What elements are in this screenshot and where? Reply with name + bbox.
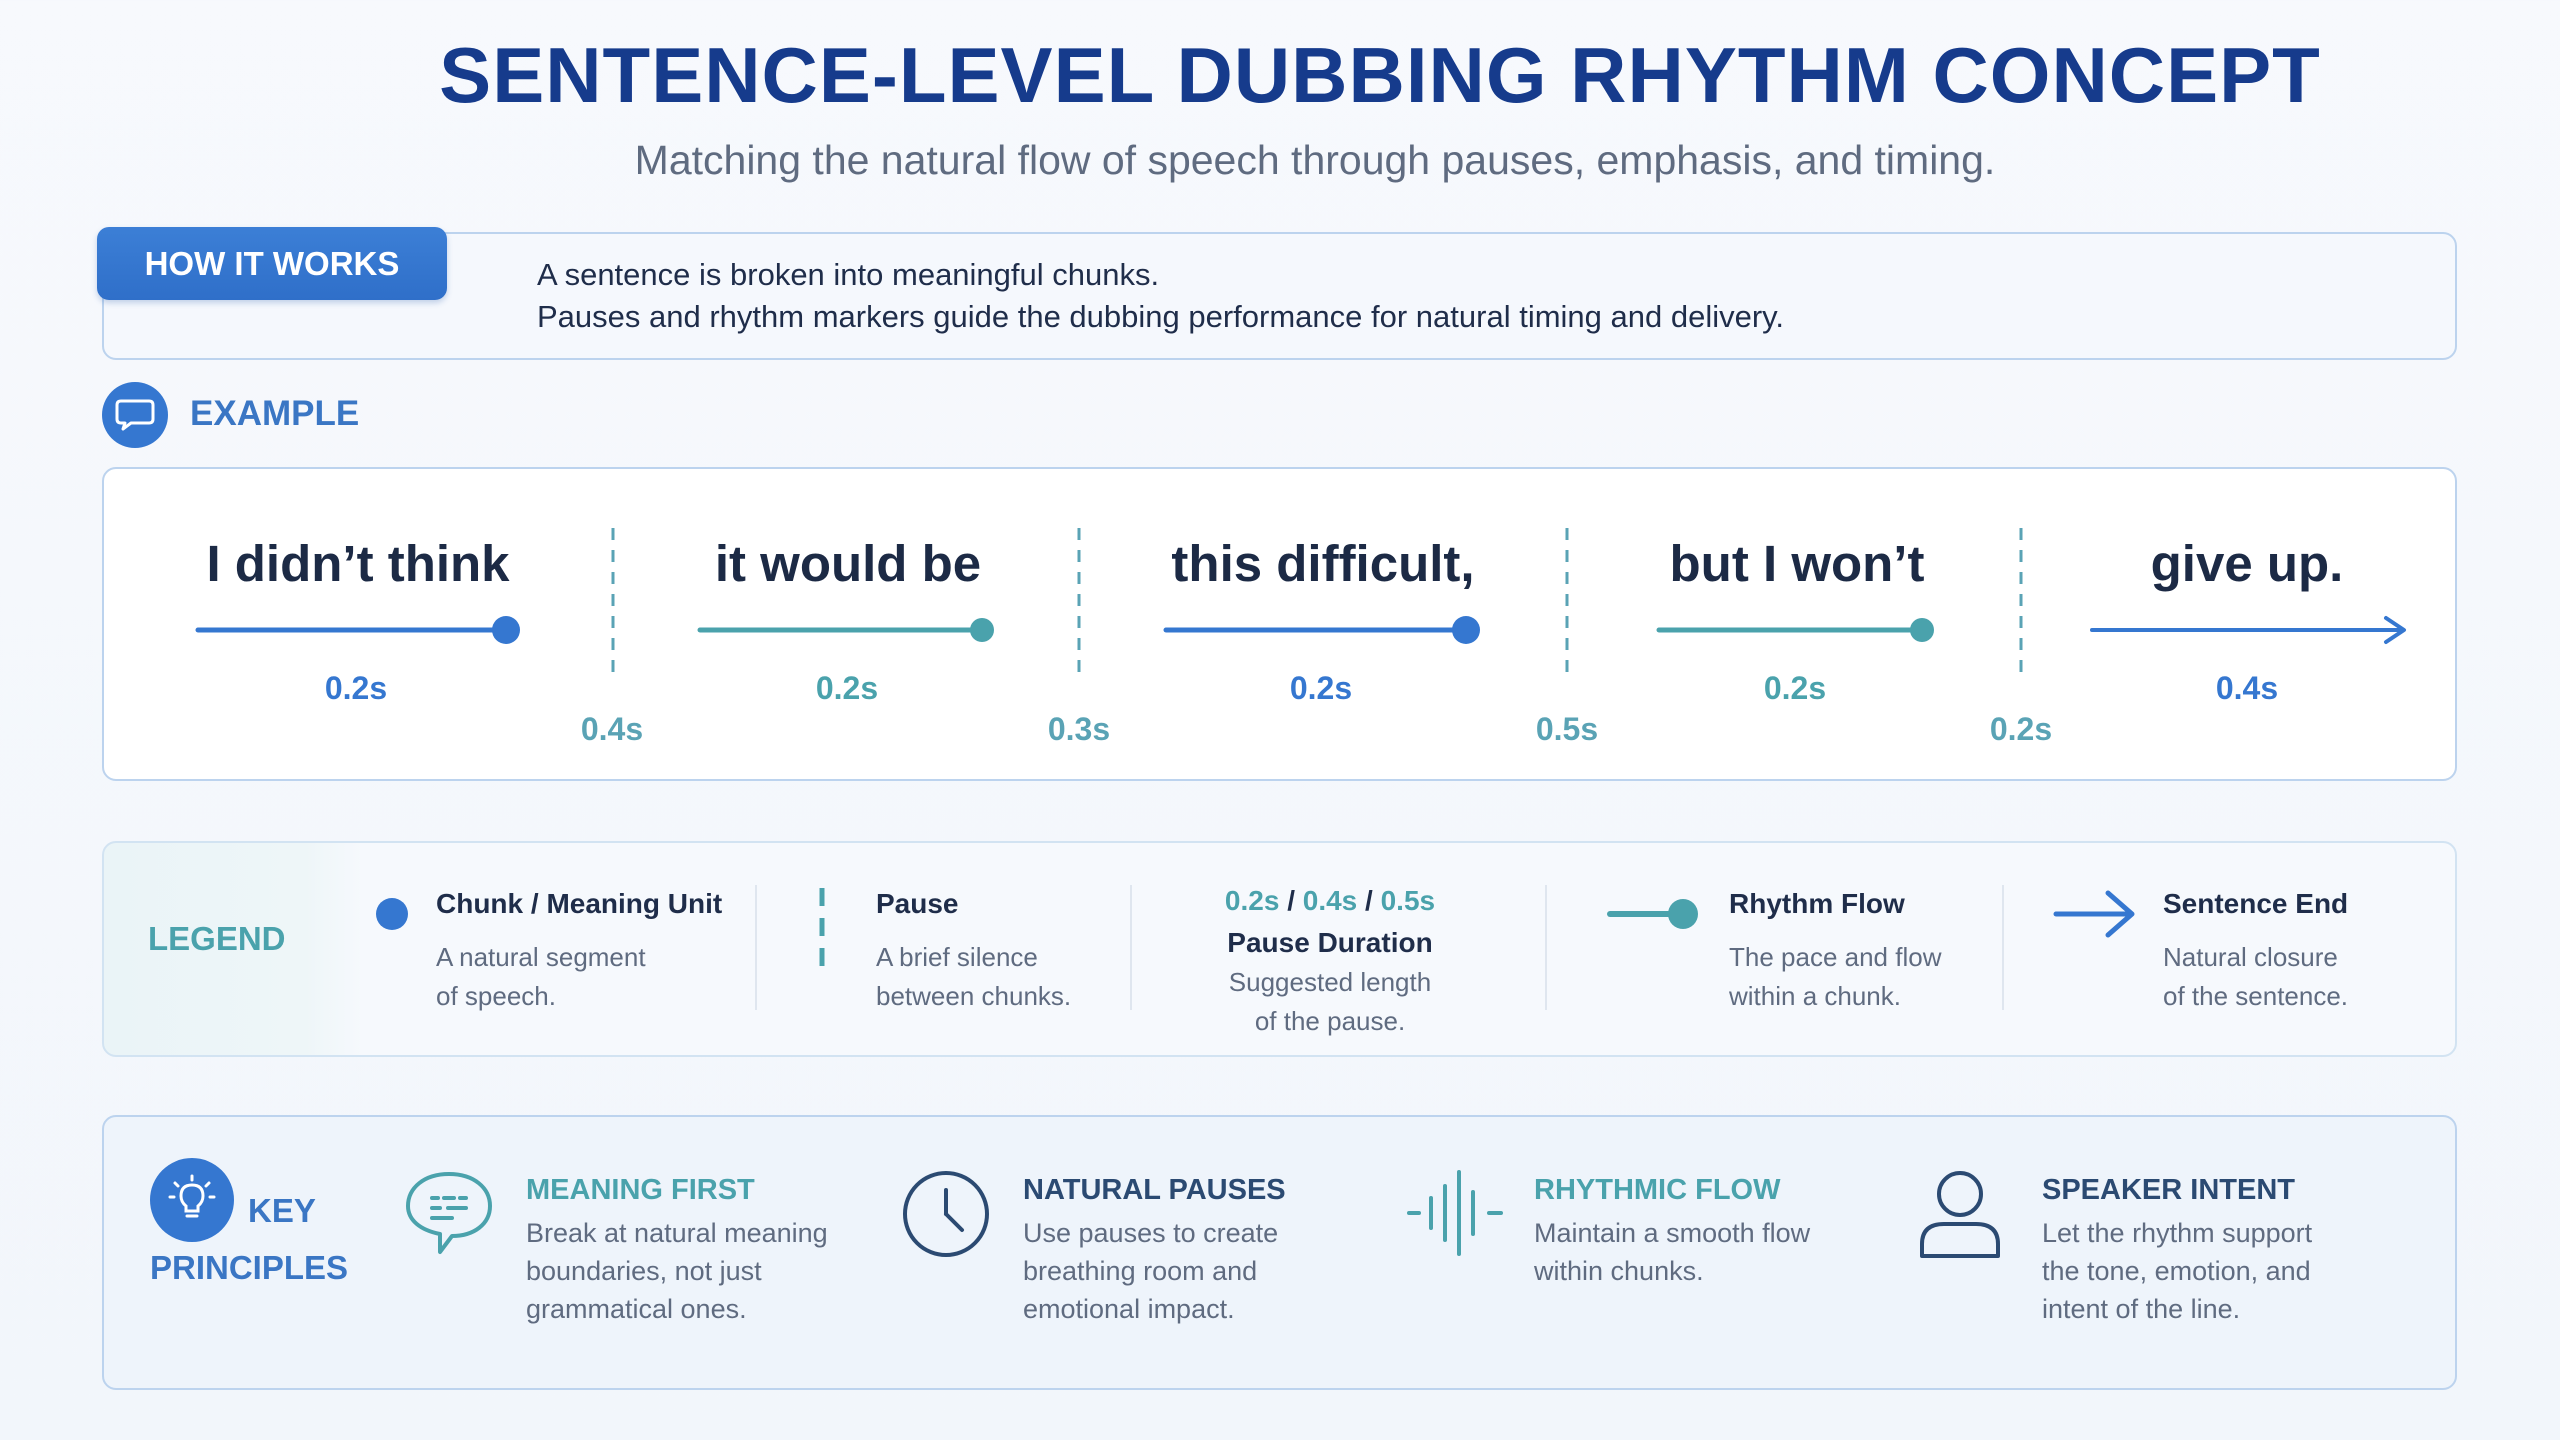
page-subtitle: Matching the natural flow of speech thro… (634, 137, 1996, 183)
legend-duration-title: Pause Duration (1227, 927, 1433, 958)
principle-meaning-first-desc: Break at natural meaning boundaries, not … (526, 1218, 828, 1324)
chunk-duration-2: 0.2s (815, 670, 879, 706)
chunk-duration-4: 0.2s (1763, 670, 1827, 706)
legend-pause-desc: A brief silence between chunks. (876, 942, 1072, 1011)
legend-end-title: Sentence End (2163, 888, 2349, 919)
legend-pause-title: Pause (876, 888, 959, 919)
how-it-works-line-2: Pauses and rhythm markers guide the dubb… (537, 299, 1784, 334)
lightbulb-icon (150, 1158, 234, 1242)
principle-rhythmic-flow-desc: Maintain a smooth flow within chunks. (1534, 1218, 1811, 1286)
legend-duration-desc: Suggested length of the pause. (1228, 967, 1432, 1036)
legend-panel (102, 841, 2457, 1057)
legend-divider (2002, 885, 2004, 1010)
principle-speaker-intent-desc: Let the rhythm support the tone, emotion,… (2042, 1218, 2313, 1324)
chat-bubble-icon (102, 382, 168, 448)
legend-label: LEGEND (148, 920, 286, 957)
pause-duration-3: 0.5s (1535, 711, 1599, 747)
legend-chunk-desc: A natural segment of speech. (436, 942, 646, 1011)
principle-speaker-intent-title: SPEAKER INTENT (2042, 1174, 2295, 1206)
principle-natural-pauses-desc: Use pauses to create breathing room and em… (1023, 1218, 1279, 1324)
chunk-text-5: give up. (2150, 535, 2344, 592)
legend-divider (1130, 885, 1132, 1010)
pause-duration-1: 0.4s (580, 711, 644, 747)
legend-divider (755, 885, 757, 1010)
page-title: SENTENCE-LEVEL DUBBING RHYTHM CONCEPT (439, 31, 2321, 119)
key-principles-label-line-1: KEY (248, 1192, 316, 1229)
chunk-text-3: this difficult, (1171, 535, 1475, 592)
chunk-duration-1: 0.2s (324, 670, 388, 706)
waveform-icon (1407, 1170, 1503, 1256)
pause-duration-4: 0.2s (1989, 711, 2053, 747)
legend-chunk-title: Chunk / Meaning Unit (436, 888, 723, 919)
legend-rhythm-title: Rhythm Flow (1729, 888, 1905, 919)
how-it-works-tab: HOW IT WORKS (97, 227, 447, 300)
example-panel (102, 467, 2457, 781)
pause-duration-2: 0.3s (1047, 711, 1111, 747)
legend-rhythm-desc: The pace and flow within a chunk. (1729, 942, 1942, 1011)
principle-natural-pauses-title: NATURAL PAUSES (1023, 1174, 1286, 1206)
person-icon (1920, 1171, 2000, 1258)
key-principles-label-line-2: PRINCIPLES (150, 1249, 349, 1286)
speech-bubble-icon (406, 1172, 492, 1254)
chunk-text-2: it would be (714, 535, 982, 592)
legend-divider (1545, 885, 1547, 1010)
chunk-duration-3: 0.2s (1289, 670, 1353, 706)
clock-icon (903, 1171, 989, 1257)
key-principles-panel (102, 1115, 2457, 1390)
how-it-works-panel (102, 232, 2457, 360)
chunk-text-4: but I won’t (1669, 535, 1925, 592)
legend-end-desc: Natural closure of the sentence. (2163, 942, 2349, 1011)
legend-duration-values: 0.2s / 0.4s / 0.5s (1224, 885, 1436, 916)
how-it-works-line-1: A sentence is broken into meaningful chu… (537, 257, 1160, 292)
principle-rhythmic-flow-title: RHYTHMIC FLOW (1534, 1174, 1781, 1206)
example-label: EXAMPLE (190, 394, 360, 433)
principle-meaning-first-title: MEANING FIRST (526, 1174, 755, 1206)
chunk-duration-5: 0.4s (2215, 670, 2279, 706)
chunk-text-1: I didn’t think (206, 535, 510, 592)
